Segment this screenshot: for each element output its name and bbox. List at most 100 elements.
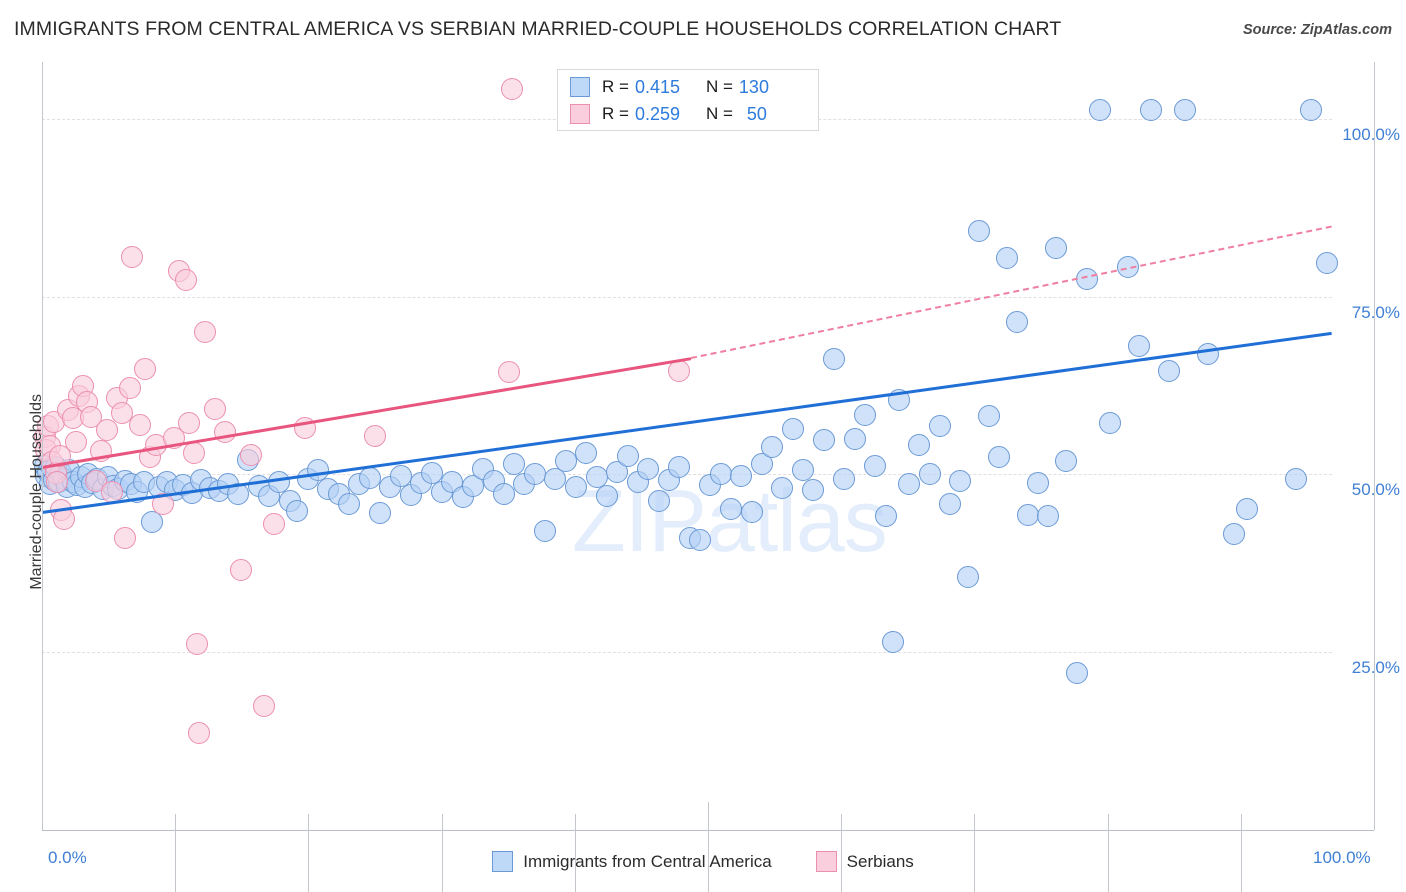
scatter-point-blue[interactable] xyxy=(1284,468,1307,491)
scatter-point-blue[interactable] xyxy=(709,462,732,485)
scatter-point-blue[interactable] xyxy=(1006,311,1029,334)
scatter-point-pink[interactable] xyxy=(134,358,157,381)
scatter-point-pink[interactable] xyxy=(203,398,226,421)
scatter-point-blue[interactable] xyxy=(1088,98,1111,121)
scatter-point-blue[interactable] xyxy=(761,436,784,459)
scatter-point-blue[interactable] xyxy=(575,442,598,465)
scatter-point-blue[interactable] xyxy=(616,444,639,467)
scatter-point-blue[interactable] xyxy=(1222,523,1245,546)
scatter-point-blue[interactable] xyxy=(843,427,866,450)
scatter-point-blue[interactable] xyxy=(647,489,670,512)
scatter-point-blue[interactable] xyxy=(420,462,443,485)
scatter-point-blue[interactable] xyxy=(874,504,897,527)
scatter-point-pink[interactable] xyxy=(121,245,144,268)
scatter-point-blue[interactable] xyxy=(812,428,835,451)
scatter-point-blue[interactable] xyxy=(833,468,856,491)
scatter-point-blue[interactable] xyxy=(988,446,1011,469)
scatter-point-pink[interactable] xyxy=(118,377,141,400)
scatter-point-blue[interactable] xyxy=(802,479,825,502)
scatter-point-blue[interactable] xyxy=(957,565,980,588)
scatter-point-blue[interactable] xyxy=(358,467,381,489)
scatter-point-blue[interactable] xyxy=(554,449,577,472)
scatter-point-pink[interactable] xyxy=(252,695,275,718)
scatter-point-pink[interactable] xyxy=(363,425,386,448)
scatter-point-pink[interactable] xyxy=(100,481,123,504)
scatter-point-pink[interactable] xyxy=(500,78,523,101)
scatter-point-pink[interactable] xyxy=(185,632,208,655)
scatter-point-pink[interactable] xyxy=(183,442,206,465)
scatter-point-blue[interactable] xyxy=(995,246,1018,269)
scatter-point-blue[interactable] xyxy=(1117,255,1140,278)
scatter-point-pink[interactable] xyxy=(193,320,216,343)
scatter-point-blue[interactable] xyxy=(1099,412,1122,435)
scatter-point-blue[interactable] xyxy=(286,500,309,523)
scatter-point-pink[interactable] xyxy=(162,427,185,450)
scatter-point-pink[interactable] xyxy=(113,527,136,550)
scatter-point-blue[interactable] xyxy=(719,497,742,520)
scatter-point-blue[interactable] xyxy=(688,528,711,551)
scatter-point-blue[interactable] xyxy=(882,630,905,653)
scatter-point-blue[interactable] xyxy=(1065,661,1088,684)
scatter-point-pink[interactable] xyxy=(497,361,520,384)
scatter-point-blue[interactable] xyxy=(338,492,361,515)
scatter-point-blue[interactable] xyxy=(368,501,391,524)
scatter-point-blue[interactable] xyxy=(1016,503,1039,526)
scatter-point-blue[interactable] xyxy=(1158,359,1181,382)
scatter-point-blue[interactable] xyxy=(949,469,972,492)
scatter-point-blue[interactable] xyxy=(977,405,1000,428)
scatter-point-pink[interactable] xyxy=(668,359,691,382)
scatter-point-blue[interactable] xyxy=(864,454,887,477)
scatter-point-blue[interactable] xyxy=(1044,237,1067,260)
scatter-point-blue[interactable] xyxy=(1197,343,1220,366)
scatter-point-pink[interactable] xyxy=(80,405,103,428)
scatter-point-blue[interactable] xyxy=(1075,267,1098,290)
scatter-point-pink[interactable] xyxy=(294,416,317,439)
scatter-point-pink[interactable] xyxy=(178,411,201,434)
scatter-point-blue[interactable] xyxy=(897,473,920,496)
legend-item-serbians[interactable]: Serbians xyxy=(815,851,914,872)
scatter-point-pink[interactable] xyxy=(239,444,262,467)
scatter-point-blue[interactable] xyxy=(1055,449,1078,472)
scatter-point-pink[interactable] xyxy=(175,268,198,291)
scatter-point-blue[interactable] xyxy=(523,463,546,486)
scatter-point-pink[interactable] xyxy=(214,420,237,443)
scatter-point-blue[interactable] xyxy=(596,484,619,507)
scatter-point-blue[interactable] xyxy=(1127,334,1150,357)
scatter-point-pink[interactable] xyxy=(95,419,118,442)
scatter-point-pink[interactable] xyxy=(152,492,175,515)
scatter-point-blue[interactable] xyxy=(792,459,815,482)
scatter-point-blue[interactable] xyxy=(771,476,794,499)
scatter-point-blue[interactable] xyxy=(307,459,330,482)
scatter-point-blue[interactable] xyxy=(492,482,515,505)
scatter-point-pink[interactable] xyxy=(46,471,69,494)
scatter-point-blue[interactable] xyxy=(268,471,291,494)
scatter-point-blue[interactable] xyxy=(730,464,753,487)
scatter-point-blue[interactable] xyxy=(1026,471,1049,494)
scatter-point-pink[interactable] xyxy=(52,507,75,530)
scatter-point-blue[interactable] xyxy=(1140,99,1163,122)
scatter-point-blue[interactable] xyxy=(544,467,567,490)
scatter-point-blue[interactable] xyxy=(227,482,250,505)
scatter-point-pink[interactable] xyxy=(229,559,252,582)
scatter-point-pink[interactable] xyxy=(90,439,113,462)
scatter-point-blue[interactable] xyxy=(750,452,773,475)
scatter-point-blue[interactable] xyxy=(503,453,526,476)
scatter-point-blue[interactable] xyxy=(939,492,962,515)
legend-item-immigrants[interactable]: Immigrants from Central America xyxy=(492,851,772,872)
scatter-point-blue[interactable] xyxy=(1300,98,1323,121)
scatter-point-blue[interactable] xyxy=(668,455,691,478)
scatter-point-blue[interactable] xyxy=(534,519,557,542)
scatter-point-blue[interactable] xyxy=(887,389,910,412)
scatter-point-blue[interactable] xyxy=(908,433,931,456)
scatter-point-blue[interactable] xyxy=(781,417,804,440)
scatter-point-blue[interactable] xyxy=(1315,251,1338,274)
scatter-point-blue[interactable] xyxy=(140,511,163,534)
scatter-point-blue[interactable] xyxy=(928,415,951,438)
scatter-point-pink[interactable] xyxy=(188,722,211,745)
scatter-point-pink[interactable] xyxy=(129,413,152,436)
scatter-point-blue[interactable] xyxy=(854,404,877,427)
scatter-point-blue[interactable] xyxy=(637,458,660,481)
scatter-point-blue[interactable] xyxy=(1173,98,1196,121)
scatter-point-blue[interactable] xyxy=(1235,497,1258,520)
scatter-point-blue[interactable] xyxy=(918,463,941,486)
